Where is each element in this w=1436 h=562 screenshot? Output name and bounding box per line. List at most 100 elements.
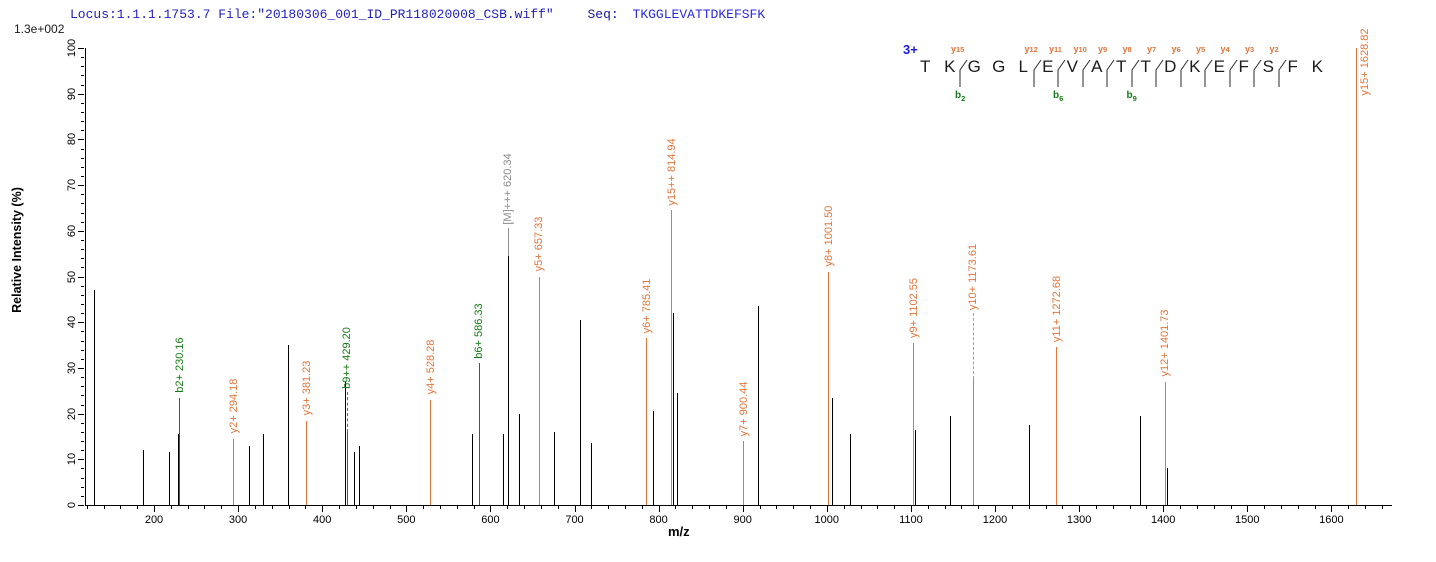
x-tick-label: 1200 bbox=[982, 514, 1008, 526]
header-bar: Locus:1.1.1.1753.7 File:"20180306_001_ID… bbox=[70, 7, 765, 22]
y-minor-tick bbox=[81, 249, 84, 251]
peak bbox=[591, 443, 593, 505]
peak-y8 bbox=[828, 271, 830, 505]
y-minor-tick bbox=[81, 75, 84, 77]
residue-letter: K bbox=[1311, 57, 1323, 76]
x-minor-tick bbox=[608, 506, 610, 509]
y-tick-label: 60 bbox=[66, 224, 78, 237]
x-minor-tick bbox=[1062, 506, 1064, 509]
x-tick-label: 1300 bbox=[1066, 514, 1092, 526]
x-minor-tick bbox=[894, 506, 896, 509]
x-tick-label: 1000 bbox=[814, 514, 840, 526]
x-major-tick bbox=[1163, 506, 1165, 512]
x-minor-tick bbox=[439, 506, 441, 509]
peak-label: y5+ 657.33 bbox=[533, 216, 546, 272]
locus-file-text: Locus:1.1.1.1753.7 File:"20180306_001_ID… bbox=[70, 7, 554, 22]
y-major-tick bbox=[78, 185, 84, 187]
peak-y10 bbox=[972, 379, 974, 505]
y-minor-tick bbox=[81, 431, 84, 433]
x-minor-tick bbox=[389, 506, 391, 509]
peak-label: y7+ 900.44 bbox=[737, 381, 750, 436]
x-tick-label: 500 bbox=[397, 514, 416, 526]
residue-letter: K bbox=[1189, 57, 1201, 76]
y-minor-tick bbox=[81, 121, 84, 123]
y-minor-tick bbox=[81, 450, 84, 452]
y-minor-tick bbox=[81, 349, 84, 351]
residue-letter: F bbox=[1238, 57, 1249, 76]
x-tick-label: 200 bbox=[144, 514, 164, 526]
y-minor-tick bbox=[81, 340, 84, 342]
y-tick-label: 50 bbox=[66, 270, 78, 283]
peak-b2 bbox=[179, 397, 181, 505]
peak-y4 bbox=[430, 399, 432, 505]
y-ion-label-y15: y15 bbox=[951, 44, 965, 54]
residue-letter: D bbox=[1164, 57, 1177, 76]
y-minor-tick bbox=[81, 404, 84, 406]
x-minor-tick bbox=[1264, 506, 1266, 509]
peak-label: y15++ 814.94 bbox=[665, 138, 678, 206]
y-minor-tick bbox=[81, 267, 84, 269]
y-major-tick bbox=[78, 505, 84, 506]
peak-y11 bbox=[1056, 347, 1058, 505]
cleavage-marker-icon bbox=[1104, 57, 1115, 93]
x-minor-tick bbox=[1095, 506, 1097, 509]
x-tick-label: 300 bbox=[228, 514, 248, 526]
cleavage-marker-icon bbox=[1178, 57, 1189, 93]
x-minor-tick bbox=[1011, 506, 1013, 509]
x-minor-tick bbox=[339, 506, 340, 509]
residue-letter: E bbox=[1042, 57, 1054, 76]
x-minor-tick bbox=[557, 506, 559, 509]
x-minor-tick bbox=[591, 506, 593, 509]
precursor-charge-label: 3+ bbox=[903, 42, 918, 57]
y-ion-label-y4: y4 bbox=[1220, 44, 1230, 54]
peak bbox=[579, 319, 581, 505]
x-minor-tick bbox=[137, 506, 139, 509]
y-ion-label-y10: y10 bbox=[1073, 44, 1087, 54]
peak bbox=[249, 445, 250, 505]
peak-label-connector bbox=[972, 313, 974, 380]
y-major-tick bbox=[78, 230, 84, 232]
peak bbox=[850, 434, 852, 505]
y-minor-tick bbox=[81, 258, 84, 260]
y-minor-tick bbox=[81, 57, 84, 59]
x-major-tick bbox=[238, 506, 240, 512]
peak-y6 bbox=[646, 338, 648, 505]
peak bbox=[262, 434, 264, 505]
cleavage-marker-icon bbox=[1251, 57, 1262, 93]
peak bbox=[471, 434, 473, 505]
peak-label: y9+ 1102.55 bbox=[907, 277, 920, 338]
x-tick-label: 600 bbox=[481, 514, 500, 526]
y-ion-label-y6: y6 bbox=[1171, 44, 1181, 54]
x-major-tick bbox=[1247, 506, 1249, 512]
x-minor-tick bbox=[625, 506, 626, 509]
x-minor-tick bbox=[1230, 506, 1232, 509]
residue-K-2: K bbox=[938, 44, 963, 104]
y-tick-label: 100 bbox=[66, 38, 78, 58]
y-minor-tick bbox=[81, 468, 84, 470]
x-major-tick bbox=[490, 506, 492, 512]
peak-y12 bbox=[1164, 381, 1166, 505]
residue-letter: S bbox=[1262, 57, 1274, 76]
x-minor-tick bbox=[254, 506, 256, 509]
peak bbox=[519, 413, 520, 505]
y-tick-label: 90 bbox=[66, 87, 78, 100]
x-minor-tick bbox=[456, 506, 458, 509]
y-major-tick bbox=[78, 322, 84, 324]
y-major-tick bbox=[78, 276, 84, 278]
x-major-tick bbox=[826, 506, 828, 512]
y-axis-line bbox=[85, 48, 86, 505]
y-ion-label-y3: y3 bbox=[1245, 44, 1255, 54]
cleavage-marker-icon bbox=[1227, 57, 1238, 93]
peak-label: y12+ 1401.73 bbox=[1159, 309, 1172, 377]
y-minor-tick bbox=[81, 441, 84, 442]
peak-label: y3+ 381.23 bbox=[300, 360, 313, 416]
x-minor-tick bbox=[1180, 506, 1182, 509]
y-minor-tick bbox=[81, 221, 84, 223]
y-minor-tick bbox=[81, 239, 84, 241]
y-major-tick bbox=[78, 139, 84, 141]
